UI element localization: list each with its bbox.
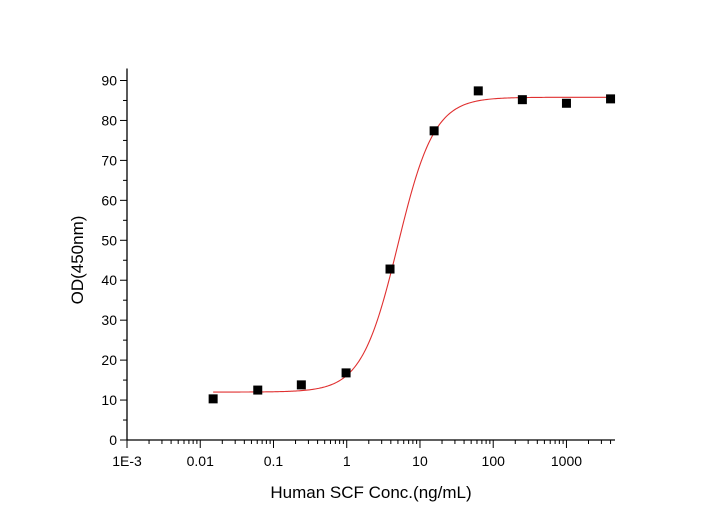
data-point [429, 126, 439, 136]
x-tick-label: 100 [482, 453, 506, 469]
data-point [296, 380, 306, 390]
x-tick-label: 1 [343, 453, 351, 469]
y-tick-label: 20 [101, 352, 117, 368]
ticks: 0 10 20 30 40 50 60 70 80 90 1E-3 0.01 0.1 1 10 100 1000 [101, 73, 612, 469]
data-point [341, 368, 351, 378]
data-point [561, 98, 571, 108]
x-axis-title: Human SCF Conc.(ng/mL) [270, 483, 471, 502]
y-tick-label: 0 [109, 432, 117, 448]
data-point [253, 385, 263, 395]
x-tick-label: 1000 [551, 453, 582, 469]
y-tick-label: 30 [101, 312, 117, 328]
x-tick-label: 0.1 [264, 453, 284, 469]
y-tick-label: 70 [101, 152, 117, 168]
x-tick-label: 0.01 [187, 453, 214, 469]
y-tick-label: 90 [101, 73, 117, 89]
axes [126, 68, 615, 441]
data-point [517, 95, 527, 105]
data-point [208, 394, 218, 404]
data-point [606, 94, 616, 104]
y-tick-label: 80 [101, 112, 117, 128]
y-tick-label: 60 [101, 192, 117, 208]
x-tick-label: 10 [412, 453, 428, 469]
y-tick-label: 10 [101, 392, 117, 408]
y-tick-label: 50 [101, 232, 117, 248]
fit-curve [213, 96, 611, 393]
y-tick-label: 40 [101, 272, 117, 288]
data-point [473, 86, 483, 96]
y-axis-title: OD(450nm) [68, 216, 87, 305]
data-points [208, 86, 616, 404]
x-tick-label: 1E-3 [112, 453, 142, 469]
data-point [385, 264, 395, 274]
